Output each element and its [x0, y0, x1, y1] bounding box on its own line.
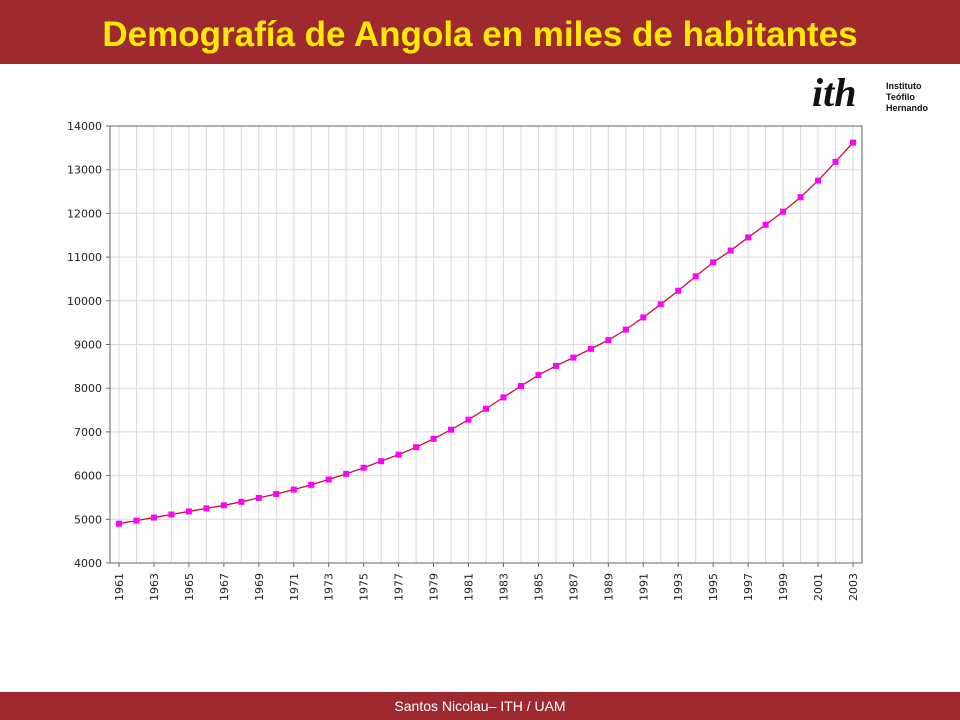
data-point: [658, 301, 664, 307]
y-tick-label: 7000: [74, 426, 102, 439]
x-tick-label: 1977: [393, 573, 406, 601]
data-point: [203, 505, 209, 511]
data-point: [466, 417, 472, 423]
data-point: [710, 259, 716, 265]
data-point: [186, 508, 192, 514]
data-point: [605, 337, 611, 343]
data-point: [728, 248, 734, 254]
data-point: [553, 363, 559, 369]
x-tick-label: 1985: [532, 573, 545, 601]
footer-credit: Santos Nicolau– ITH / UAM: [0, 692, 960, 720]
x-tick-label: 1991: [637, 573, 650, 601]
data-point: [273, 491, 279, 497]
data-point: [640, 314, 646, 320]
data-point: [833, 159, 839, 165]
y-tick-label: 6000: [74, 470, 102, 483]
x-tick-label: 1967: [218, 573, 231, 601]
y-axis-ticks: 4000 5000 6000 7000 8000 9000 10000 11000 12000 1…: [67, 120, 110, 570]
x-axis-ticks: 1961 1963 1965 1967 1969 1971 1973 1975 1977 1979…: [113, 563, 860, 601]
x-tick-label: 1971: [288, 573, 301, 601]
data-point: [238, 499, 244, 505]
x-tick-label: 1965: [183, 573, 196, 601]
x-tick-label: 1973: [323, 573, 336, 601]
x-tick-label: 1981: [463, 573, 476, 601]
population-line-chart: 4000 5000 6000 7000 8000 9000 10000 11000 12000 1…: [0, 0, 960, 692]
data-point: [850, 140, 856, 146]
x-tick-label: 1963: [148, 573, 161, 601]
x-tick-label: 1983: [497, 573, 510, 601]
data-point: [221, 502, 227, 508]
y-tick-label: 14000: [67, 120, 102, 133]
footer-banner: Santos Nicolau– ITH / UAM: [0, 692, 960, 720]
y-tick-label: 8000: [74, 382, 102, 395]
x-tick-label: 2001: [812, 573, 825, 601]
x-tick-label: 1969: [253, 573, 266, 601]
data-point: [413, 444, 419, 450]
y-tick-label: 12000: [67, 207, 102, 220]
data-point: [361, 465, 367, 471]
data-point: [431, 436, 437, 442]
data-point: [256, 495, 262, 501]
y-tick-label: 5000: [74, 513, 102, 526]
data-point: [570, 355, 576, 361]
data-point: [308, 482, 314, 488]
data-point: [518, 383, 524, 389]
data-point: [448, 427, 454, 433]
data-point: [588, 346, 594, 352]
y-tick-label: 11000: [67, 251, 102, 264]
data-point: [326, 477, 332, 483]
data-point: [535, 372, 541, 378]
x-tick-label: 2003: [847, 573, 860, 601]
data-point: [780, 209, 786, 215]
y-tick-label: 9000: [74, 339, 102, 352]
data-point: [675, 288, 681, 294]
data-point: [798, 194, 804, 200]
y-tick-label: 10000: [67, 295, 102, 308]
x-tick-label: 1993: [672, 573, 685, 601]
x-tick-label: 1979: [428, 573, 441, 601]
data-point: [151, 515, 157, 521]
x-tick-label: 1999: [777, 573, 790, 601]
y-tick-label: 13000: [67, 164, 102, 177]
x-tick-label: 1987: [567, 573, 580, 601]
x-tick-label: 1989: [602, 573, 615, 601]
data-point: [378, 458, 384, 464]
data-point: [623, 327, 629, 333]
x-tick-label: 1997: [742, 573, 755, 601]
y-tick-label: 4000: [74, 557, 102, 570]
data-point: [168, 511, 174, 517]
data-point: [693, 273, 699, 279]
data-point: [343, 471, 349, 477]
data-point: [483, 406, 489, 412]
data-point: [116, 521, 122, 527]
data-point: [396, 452, 402, 458]
data-point: [133, 518, 139, 524]
data-point: [291, 487, 297, 493]
data-point: [500, 394, 506, 400]
data-point: [745, 234, 751, 240]
chart-grid: [110, 126, 862, 563]
data-point: [763, 222, 769, 228]
x-tick-label: 1975: [358, 573, 371, 601]
x-tick-label: 1995: [707, 573, 720, 601]
data-point: [815, 178, 821, 184]
x-tick-label: 1961: [113, 573, 126, 601]
